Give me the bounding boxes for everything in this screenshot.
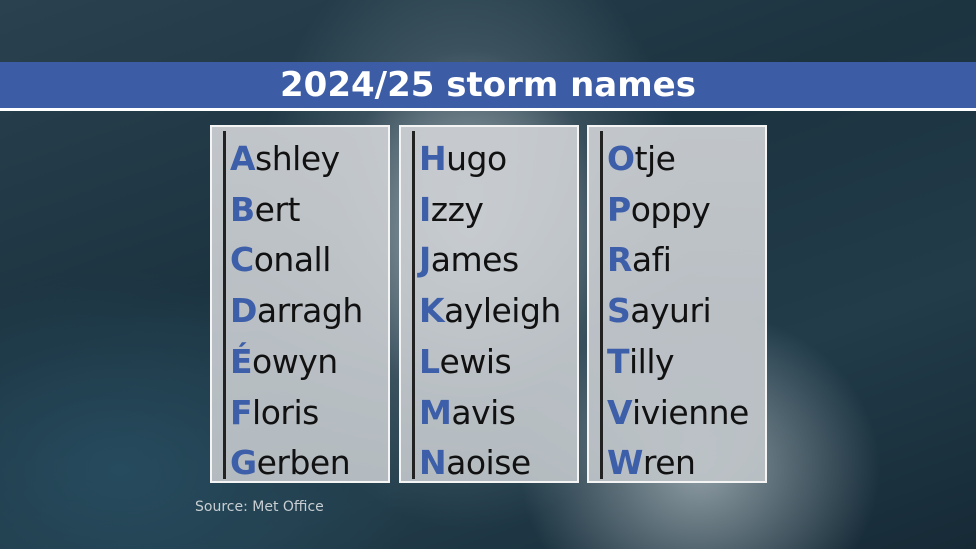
- source-credit: Source: Met Office: [195, 499, 324, 515]
- storm-name: Rafi: [607, 235, 749, 286]
- name-rest: ewis: [439, 341, 512, 381]
- name-rest: ayleigh: [444, 291, 561, 331]
- name-initial: C: [230, 240, 254, 280]
- storm-name: Hugo: [419, 134, 561, 185]
- name-rest: ren: [642, 443, 696, 483]
- name-initial: W: [607, 443, 643, 483]
- names-list: Hugo Izzy James Kayleigh Lewis Mavis Naoise: [419, 134, 561, 489]
- name-rest: tje: [634, 139, 676, 178]
- name-initial: J: [419, 240, 431, 280]
- name-rest: erben: [256, 443, 351, 483]
- name-rest: ugo: [446, 139, 507, 178]
- title-banner: 2024/25 storm names: [0, 62, 976, 111]
- name-initial: B: [230, 189, 255, 229]
- names-column-2: Hugo Izzy James Kayleigh Lewis Mavis Naoise: [399, 125, 579, 483]
- name-rest: ivienne: [632, 392, 749, 432]
- storm-name: Conall: [230, 235, 363, 286]
- name-initial: G: [230, 443, 257, 483]
- name-initial: É: [230, 341, 253, 381]
- name-rest: loris: [252, 392, 319, 432]
- storm-name: Tilly: [607, 337, 749, 388]
- names-column-3: Otje Poppy Rafi Sayuri Tilly Vivienne Wren: [587, 125, 767, 483]
- name-initial: P: [607, 189, 631, 229]
- name-rest: ayuri: [630, 291, 712, 331]
- storm-name: Kayleigh: [419, 286, 561, 337]
- name-rest: oppy: [630, 189, 711, 229]
- name-rest: zzy: [430, 189, 484, 229]
- storm-name: Sayuri: [607, 286, 749, 337]
- name-rest: ames: [430, 240, 519, 280]
- column-divider: [223, 131, 226, 479]
- storm-name: Bert: [230, 185, 363, 236]
- name-rest: afi: [631, 240, 672, 280]
- storm-name: Ashley: [230, 134, 363, 185]
- storm-name: Vivienne: [607, 388, 749, 439]
- page-title: 2024/25 storm names: [280, 65, 696, 105]
- column-divider: [600, 131, 603, 479]
- name-rest: ert: [254, 189, 301, 229]
- name-initial: V: [607, 392, 633, 432]
- name-rest: avis: [451, 392, 516, 432]
- name-initial: F: [230, 392, 253, 432]
- name-initial: H: [419, 139, 447, 178]
- name-rest: shley: [255, 139, 340, 178]
- name-initial: M: [419, 392, 452, 432]
- storm-name: Lewis: [419, 337, 561, 388]
- storm-name: Naoise: [419, 438, 561, 489]
- name-rest: owyn: [252, 341, 338, 381]
- storm-name: Izzy: [419, 185, 561, 236]
- names-list: Otje Poppy Rafi Sayuri Tilly Vivienne Wren: [607, 134, 749, 489]
- name-initial: A: [230, 139, 256, 178]
- names-list: Ashley Bert Conall Darragh Éowyn Floris Gerben: [230, 134, 363, 489]
- name-initial: O: [607, 139, 635, 178]
- name-rest: aoise: [446, 443, 531, 483]
- names-column-1: Ashley Bert Conall Darragh Éowyn Floris Gerben: [210, 125, 390, 483]
- name-initial: T: [607, 341, 630, 381]
- storm-name: James: [419, 235, 561, 286]
- storm-name: Otje: [607, 134, 749, 185]
- name-initial: K: [419, 291, 445, 331]
- name-initial: R: [607, 240, 632, 280]
- storm-name: Gerben: [230, 438, 363, 489]
- name-initial: S: [607, 291, 631, 331]
- name-initial: I: [419, 189, 431, 229]
- storm-name: Wren: [607, 438, 749, 489]
- storm-name: Floris: [230, 388, 363, 439]
- name-initial: D: [230, 291, 257, 331]
- name-rest: arragh: [256, 291, 363, 331]
- storm-name: Poppy: [607, 185, 749, 236]
- name-initial: L: [419, 341, 440, 381]
- storm-name: Mavis: [419, 388, 561, 439]
- name-rest: onall: [253, 240, 332, 280]
- storm-name: Darragh: [230, 286, 363, 337]
- name-initial: N: [419, 443, 447, 483]
- column-divider: [412, 131, 415, 479]
- name-rest: illy: [629, 341, 675, 381]
- storm-name: Éowyn: [230, 337, 363, 388]
